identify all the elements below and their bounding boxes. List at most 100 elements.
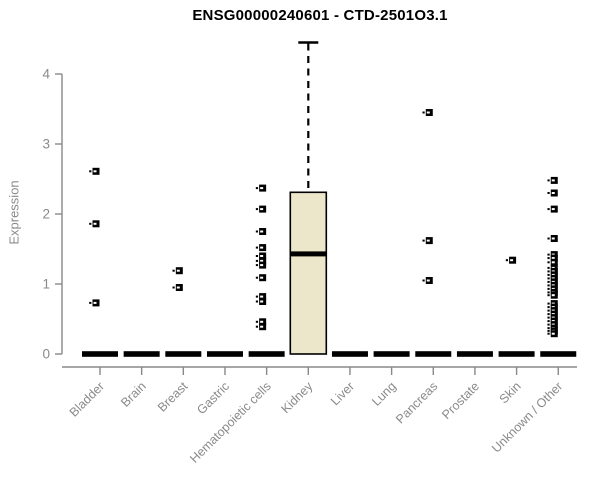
outlier-point-tick xyxy=(255,187,259,190)
outlier-point-slot xyxy=(551,237,555,240)
outlier-point-slot xyxy=(260,276,264,279)
outlier-point-slot xyxy=(176,269,180,272)
outlier-point-tick xyxy=(547,329,550,332)
outlier-point-tick xyxy=(422,239,425,242)
x-tick-label: Liver xyxy=(328,379,357,408)
outlier-point-tick xyxy=(547,237,550,240)
outlier-point-slot xyxy=(93,222,97,225)
outlier-point-tick xyxy=(547,257,550,260)
outlier-point-tick xyxy=(255,320,259,323)
x-tick-label: Bladder xyxy=(67,379,107,419)
outlier-point-tick xyxy=(547,332,550,335)
x-tick-label: Gastric xyxy=(194,379,232,417)
y-tick-label: 3 xyxy=(42,137,50,152)
outlier-point-slot xyxy=(260,208,264,211)
zero-median-bar xyxy=(415,351,452,357)
outlier-point-slot xyxy=(260,187,264,190)
outlier-point-slot xyxy=(260,255,264,257)
y-tick-label: 0 xyxy=(42,347,50,362)
outlier-point-tick xyxy=(547,270,550,273)
zero-median-bar xyxy=(82,351,118,357)
outlier-point-tick xyxy=(422,279,425,282)
y-tick-label: 2 xyxy=(42,207,50,222)
outlier-point-slot xyxy=(260,246,264,249)
x-tick-label: Hematopoietic cells xyxy=(187,379,274,466)
outlier-point-tick xyxy=(547,316,550,319)
outlier-point-tick xyxy=(255,276,259,279)
outlier-point-slot xyxy=(176,286,180,289)
x-tick-label: Unknown / Other xyxy=(489,379,565,455)
zero-median-bar xyxy=(248,351,285,357)
outlier-point-slot xyxy=(260,230,264,233)
outlier-point-tick xyxy=(547,320,550,323)
outlier-point-tick xyxy=(89,222,92,225)
x-tick-label: Breast xyxy=(155,379,191,415)
outlier-point-slot xyxy=(260,300,264,303)
outlier-point-slot xyxy=(260,264,264,267)
outlier-point-tick xyxy=(547,294,550,297)
outlier-point-tick xyxy=(255,325,259,328)
outlier-point-slot xyxy=(260,259,264,262)
outlier-point-tick xyxy=(255,300,259,303)
outlier-point-tick xyxy=(547,266,550,269)
x-tick-label: Skin xyxy=(497,379,524,406)
outlier-point-tick xyxy=(547,192,550,194)
outlier-point-tick xyxy=(547,261,550,264)
outlier-point-tick xyxy=(547,277,550,280)
outlier-point-tick xyxy=(547,179,550,182)
median-line xyxy=(290,251,327,257)
zero-median-bar xyxy=(165,351,202,357)
outlier-point-tick xyxy=(172,286,175,289)
outlier-point-tick xyxy=(172,269,175,272)
outlier-point-tick xyxy=(255,255,259,257)
outlier-point-slot xyxy=(260,320,264,323)
outlier-point-tick xyxy=(505,259,508,262)
outlier-point-tick xyxy=(255,259,259,262)
outlier-point-slot xyxy=(551,261,555,264)
outlier-point-slot xyxy=(510,259,514,262)
chart-title: ENSG00000240601 - CTD-2501O3.1 xyxy=(192,7,448,24)
outlier-point-tick xyxy=(255,295,259,298)
outlier-point-tick xyxy=(255,230,259,233)
x-tick-label: Brain xyxy=(118,379,149,410)
outlier-point-tick xyxy=(547,273,550,276)
outlier-point-slot xyxy=(551,294,555,297)
outlier-point-tick xyxy=(547,327,550,330)
x-tick-label: Kidney xyxy=(278,379,315,416)
y-tick-label: 1 xyxy=(42,277,50,292)
outlier-point-tick xyxy=(547,302,550,305)
zero-median-bar xyxy=(540,351,577,357)
outlier-point-slot xyxy=(260,325,264,328)
outlier-point-tick xyxy=(547,253,550,256)
outlier-point-tick xyxy=(547,306,550,309)
outlier-point-slot xyxy=(93,301,97,304)
outlier-point-slot xyxy=(551,257,555,260)
outlier-point-slot xyxy=(426,239,430,242)
zero-median-bar xyxy=(331,351,368,357)
zero-median-bar xyxy=(456,351,493,357)
zero-median-bar xyxy=(373,351,410,357)
outlier-point-tick xyxy=(255,208,259,211)
outlier-point-tick xyxy=(547,313,550,316)
outlier-point-slot xyxy=(426,111,430,114)
x-tick-label: Lung xyxy=(369,379,399,409)
zero-median-bar xyxy=(498,351,535,357)
box xyxy=(289,191,328,355)
outlier-point-slot xyxy=(551,192,555,194)
outlier-point-slot xyxy=(260,295,264,298)
x-tick-label: Prostate xyxy=(439,379,482,422)
outlier-point-tick xyxy=(547,291,550,294)
outlier-point-slot xyxy=(551,179,555,182)
outlier-point-tick xyxy=(255,264,259,267)
y-tick-label: 4 xyxy=(42,67,50,82)
x-tick-label: Pancreas xyxy=(393,379,440,426)
outlier-point-slot xyxy=(93,170,97,173)
outlier-point-slot xyxy=(551,208,555,211)
zero-median-bar xyxy=(206,351,243,357)
outlier-point-tick xyxy=(547,284,550,287)
outlier-point-tick xyxy=(89,170,92,173)
outlier-point-tick xyxy=(547,280,550,283)
outlier-point-slot xyxy=(551,332,555,335)
